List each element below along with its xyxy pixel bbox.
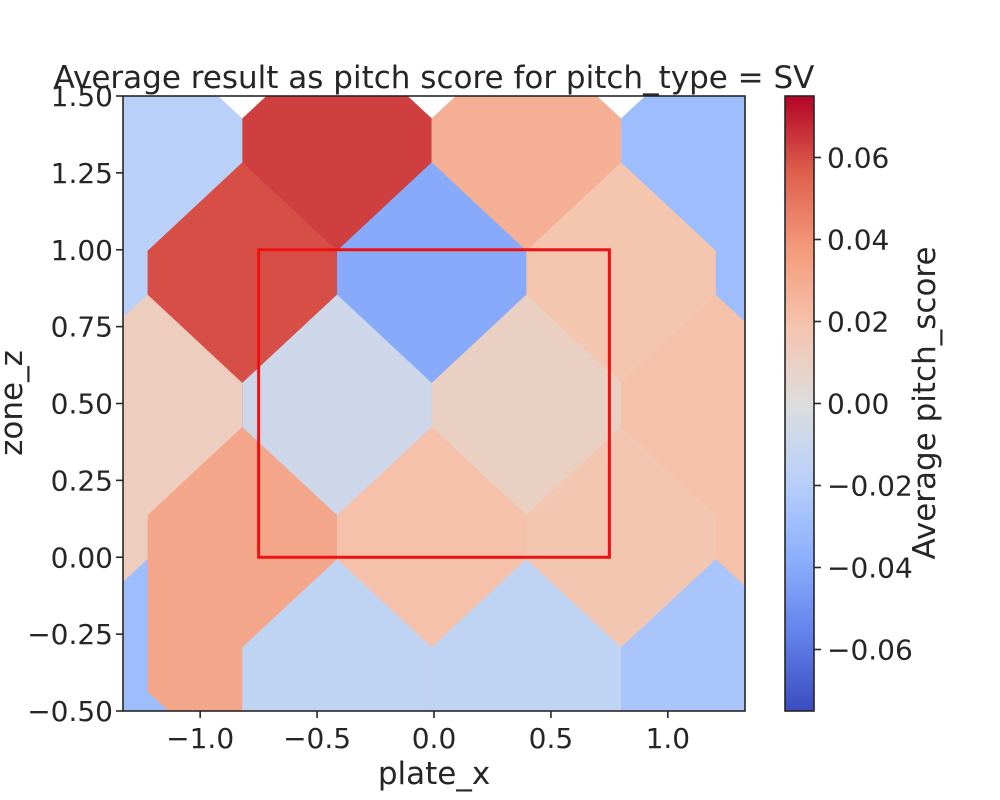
y-axis-ticks: −0.50 −0.25 0.00 0.25 0.50 0.75 1.00 1.25 1.50 bbox=[27, 80, 123, 728]
strike-zone-box bbox=[257, 248, 611, 559]
colorbar-tick-label: 0.06 bbox=[827, 142, 889, 175]
colorbar-tick-label: −0.04 bbox=[827, 552, 913, 585]
x-axis-ticks: −1.0 −0.5 0.0 0.5 1.0 bbox=[166, 711, 690, 755]
colorbar-tick-label: 0.04 bbox=[827, 224, 889, 257]
hex-bin bbox=[621, 559, 745, 711]
x-tick-label: 1.0 bbox=[646, 722, 691, 755]
y-tick-label: 0.50 bbox=[51, 388, 113, 421]
x-axis-label: plate_x bbox=[378, 756, 490, 792]
hex-bin bbox=[242, 559, 432, 711]
y-tick-label: 1.25 bbox=[51, 157, 113, 190]
colorbar bbox=[784, 95, 815, 712]
y-axis-label: zone_z bbox=[0, 350, 30, 456]
y-tick-label: 0.25 bbox=[51, 464, 113, 497]
colorbar-ticks: −0.06 −0.04 −0.02 0.00 0.02 0.04 0.06 bbox=[814, 142, 913, 667]
x-tick-label: 0.0 bbox=[412, 722, 457, 755]
y-tick-label: 1.50 bbox=[51, 80, 113, 113]
y-tick-label: −0.50 bbox=[27, 695, 113, 728]
chart-title: Average result as pitch score for pitch_… bbox=[54, 60, 815, 96]
hex-bin bbox=[431, 559, 622, 711]
y-tick-label: −0.25 bbox=[27, 618, 113, 651]
colorbar-tick-label: −0.02 bbox=[827, 470, 913, 503]
x-tick-label: −0.5 bbox=[283, 722, 351, 755]
colorbar-tick-label: 0.02 bbox=[827, 306, 889, 339]
y-tick-label: 1.00 bbox=[51, 234, 113, 267]
x-tick-label: −1.0 bbox=[166, 722, 234, 755]
colorbar-tick-label: 0.00 bbox=[827, 388, 889, 421]
y-tick-label: 0.00 bbox=[51, 541, 113, 574]
x-tick-label: 0.5 bbox=[529, 722, 574, 755]
y-tick-label: 0.75 bbox=[51, 311, 113, 344]
colorbar-label: Average pitch_score bbox=[907, 246, 943, 559]
hexbin-layer bbox=[123, 96, 745, 711]
colorbar-tick-label: −0.06 bbox=[827, 634, 913, 667]
